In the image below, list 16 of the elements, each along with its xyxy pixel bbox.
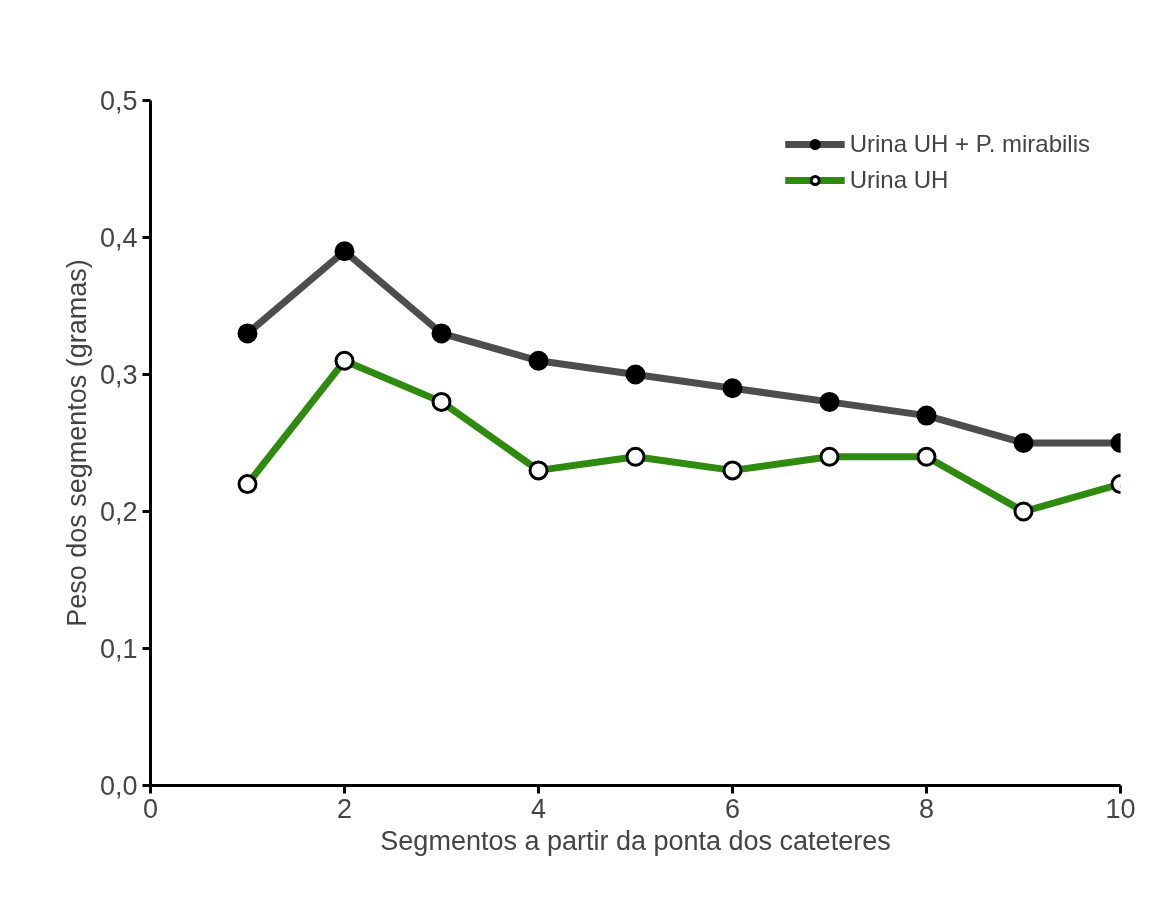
- x-tick-label: 6: [724, 793, 741, 824]
- x-tick-label: 10: [1105, 793, 1136, 824]
- x-tick-label: 8: [918, 793, 935, 824]
- x-tick-label: 4: [530, 793, 547, 824]
- y-tick-label: 0,2: [99, 497, 138, 527]
- y-tick-label: 0,0: [99, 771, 138, 801]
- legend-label: Urina UH: [849, 166, 949, 194]
- y-axis-title: Peso dos segmentos (gramas): [61, 259, 92, 627]
- legend-label: Urina UH + P. mirabilis: [849, 130, 1090, 158]
- x-tick-label: 0: [142, 793, 159, 824]
- y-tick-label: 0,4: [99, 223, 138, 253]
- y-tick-label: 0,1: [99, 634, 138, 664]
- y-tick-label: 0,3: [99, 360, 138, 390]
- x-axis-title: Segmentos a partir da ponta dos cateteres: [380, 825, 891, 856]
- x-tick-label: 2: [336, 793, 353, 824]
- y-tick-label: 0,5: [99, 86, 138, 116]
